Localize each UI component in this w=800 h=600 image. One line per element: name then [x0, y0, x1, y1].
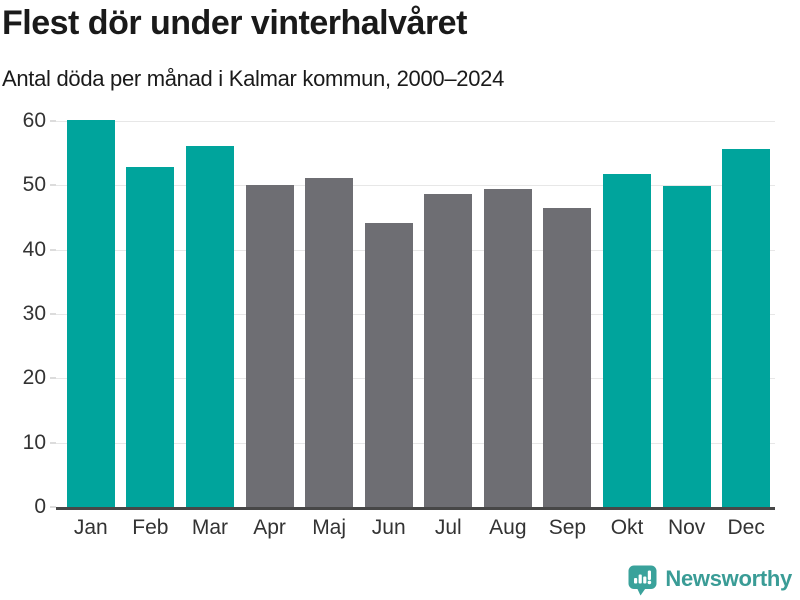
y-axis-label-60: 60: [22, 109, 46, 132]
x-axis-label-dec: Dec: [727, 516, 765, 539]
x-axis-label-feb: Feb: [132, 516, 169, 539]
chart-title: Flest dör under vinterhalvåret: [2, 4, 467, 42]
bar-feb: [126, 166, 175, 507]
x-axis-label-okt: Okt: [610, 516, 644, 539]
bar-maj: [305, 178, 354, 507]
bar-aug: [483, 189, 532, 507]
bar-jul: [424, 193, 473, 507]
bar-jun: [364, 222, 413, 507]
y-axis-label-20: 20: [22, 366, 46, 390]
bar-apr: [245, 184, 294, 507]
brand-name: Newsworthy: [665, 566, 792, 591]
x-axis-label-nov: Nov: [667, 516, 706, 539]
bar-sep: [543, 207, 592, 507]
y-tick-0: [50, 506, 56, 508]
chart-subtitle: Antal döda per månad i Kalmar kommun, 20…: [2, 66, 504, 91]
gridline-60: [56, 121, 775, 122]
x-axis-label-jan: Jan: [73, 516, 108, 539]
y-tick-20: [50, 377, 56, 380]
y-tick-60: [50, 120, 56, 122]
gridline-30: [56, 314, 775, 315]
gridline-20: [56, 378, 775, 380]
x-axis-line: [56, 507, 775, 510]
x-axis-label-jul: Jul: [434, 516, 462, 539]
y-axis-label-10: 10: [22, 430, 46, 454]
bar-mar: [185, 146, 234, 507]
y-axis-label-30: 30: [22, 302, 46, 325]
x-axis-label-maj: Maj: [312, 516, 347, 539]
y-tick-40: [50, 248, 56, 251]
x-axis-label-jun: Jun: [371, 516, 406, 539]
gridline-50: [56, 185, 775, 187]
bar-dec: [722, 149, 771, 507]
x-axis-label-sep: Sep: [548, 516, 587, 539]
y-tick-50: [50, 184, 56, 187]
y-axis-label-0: 0: [34, 495, 46, 518]
y-tick-10: [50, 441, 56, 444]
bar-jan: [66, 120, 115, 507]
brand-footer: Newsworthy: [628, 565, 792, 596]
x-axis-label-aug: Aug: [489, 516, 527, 539]
newsworthy-logo-icon: [628, 565, 657, 596]
x-axis-label-apr: Apr: [253, 516, 286, 539]
y-tick-30: [50, 313, 56, 315]
x-axis-label-mar: Mar: [191, 516, 229, 539]
plot-area: [56, 121, 775, 510]
y-axis-label-40: 40: [22, 237, 46, 261]
gridline-10: [56, 442, 775, 444]
bar-okt: [603, 174, 652, 507]
bars-container: [61, 120, 776, 507]
bar-nov: [662, 185, 711, 507]
gridline-40: [56, 249, 775, 251]
y-axis-label-50: 50: [22, 173, 46, 197]
